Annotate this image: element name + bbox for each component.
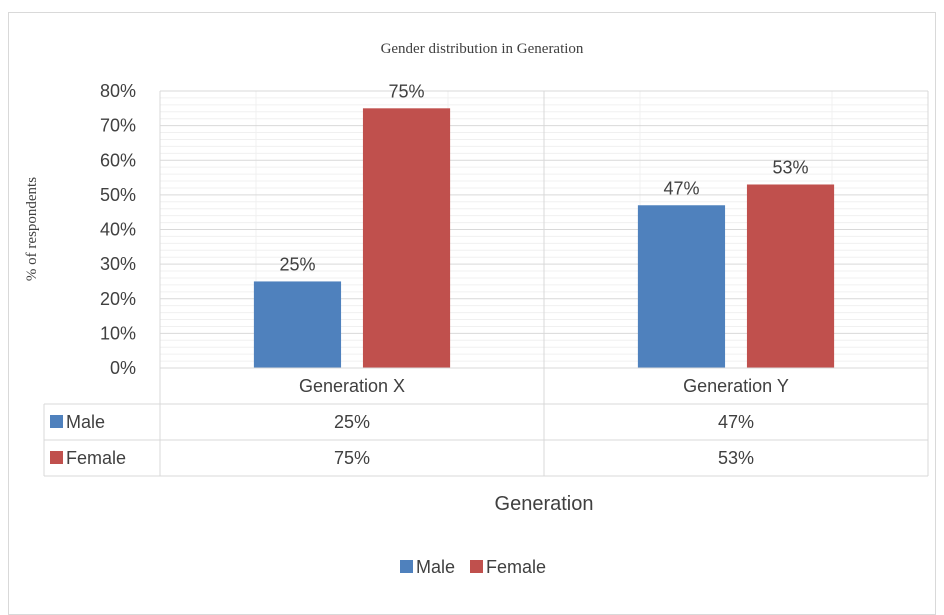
legend-key-female (470, 560, 483, 573)
table-legend-key (50, 451, 63, 464)
y-tick-label: 80% (100, 81, 136, 101)
bar-male-1 (253, 281, 342, 368)
legend-key-male (400, 560, 413, 573)
bar-data-label: 53% (773, 157, 809, 177)
chart-title: Gender distribution in Generation (381, 41, 584, 57)
y-tick-label: 70% (100, 116, 136, 136)
legend-label: Male (416, 557, 455, 577)
bar-female-1 (362, 108, 451, 368)
y-tick-labels: 0% 10% 20% 30% 40% 50% 60% 70% 80% (100, 81, 136, 378)
y-tick-label: 60% (100, 150, 136, 170)
y-axis-label: % of respondents (24, 177, 40, 281)
y-tick-label: 50% (100, 185, 136, 205)
data-table: Generation X Generation Y Male 25% 47% Female… (43, 367, 929, 477)
table-cell: 25% (334, 412, 370, 432)
table-cell: 47% (718, 412, 754, 432)
y-tick-label: 40% (100, 220, 136, 240)
bar-data-label: 75% (389, 81, 425, 101)
x-tick-label: Generation X (299, 376, 405, 396)
table-cell: 53% (718, 448, 754, 468)
y-tick-label: 10% (100, 323, 136, 343)
y-tick-label: 30% (100, 254, 136, 274)
table-cell: 75% (334, 448, 370, 468)
x-tick-label: Generation Y (683, 376, 789, 396)
table-legend-key (50, 415, 63, 428)
bar-data-labels: 25% 75% 47% 53% (279, 81, 808, 274)
bar-male-2 (637, 205, 726, 368)
bar-data-label: 47% (663, 178, 699, 198)
bars (253, 108, 835, 368)
y-tick-label: 20% (100, 289, 136, 309)
table-series-label: Female (66, 448, 126, 468)
y-tick-label: 0% (110, 358, 136, 378)
bar-female-2 (746, 184, 835, 368)
bar-data-label: 25% (279, 254, 315, 274)
legend: Male Female (400, 557, 546, 577)
legend-label: Female (486, 557, 546, 577)
x-axis-label: Generation (495, 493, 594, 515)
table-series-label: Male (66, 412, 105, 432)
